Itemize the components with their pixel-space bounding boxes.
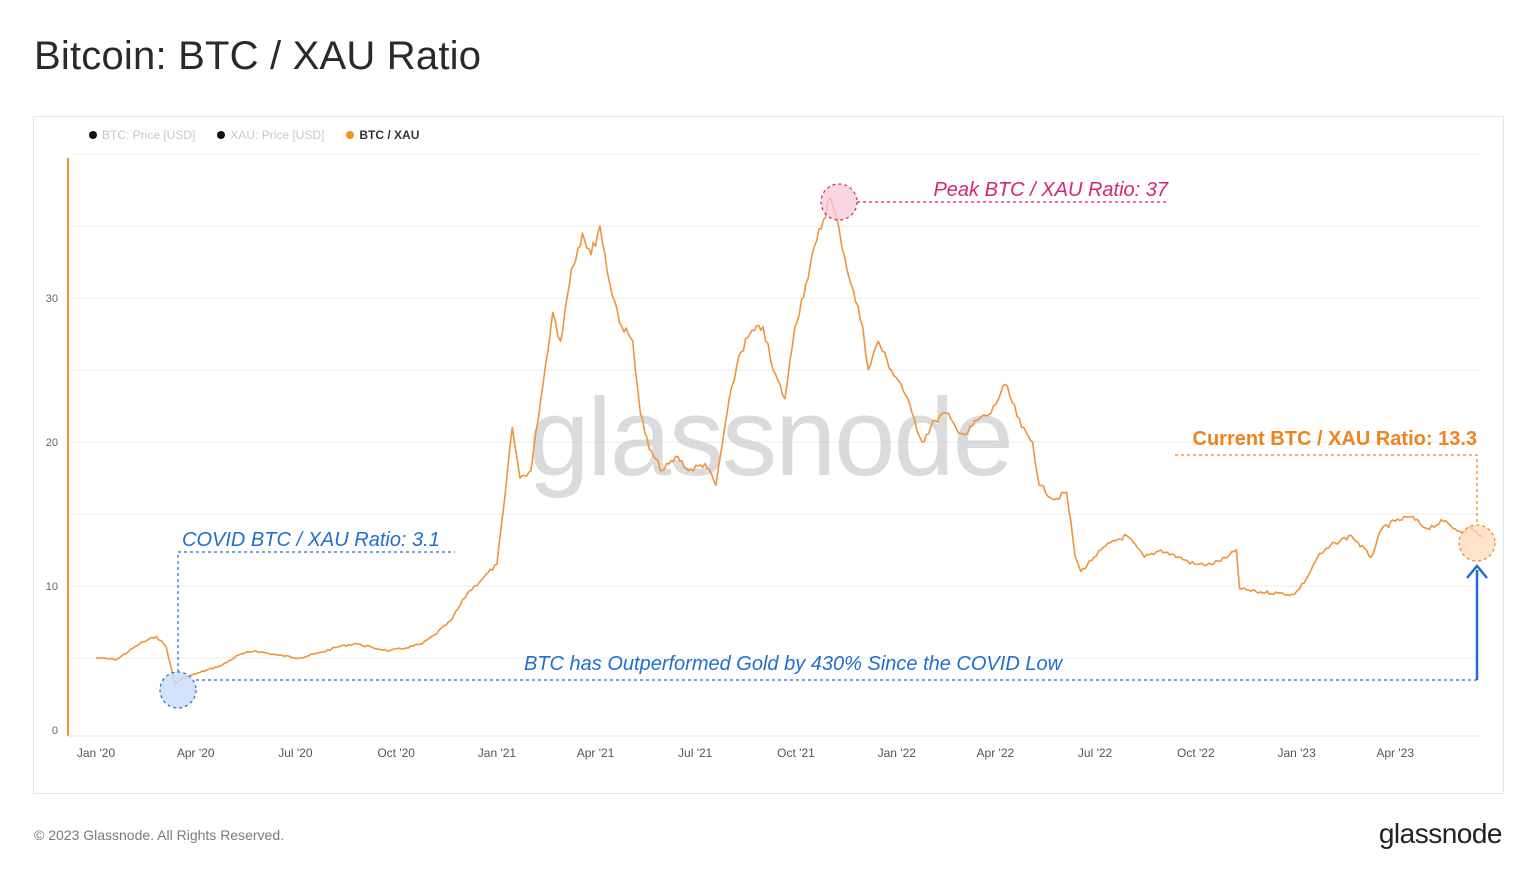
current-marker (1458, 524, 1496, 562)
x-tick-label: Jul '21 (678, 746, 713, 760)
legend-label-btc-xau: BTC / XAU (359, 128, 420, 142)
legend-item-btc-price[interactable]: BTC: Price [USD] (89, 128, 195, 142)
legend-item-btc-xau[interactable]: BTC / XAU (346, 128, 419, 142)
chart-frame (33, 116, 1504, 794)
outperform-arrow-head (1466, 564, 1488, 579)
x-tick-label: Jan '23 (1277, 746, 1316, 760)
x-tick-label: Jul '20 (278, 746, 313, 760)
x-tick-label: Apr '23 (1376, 746, 1414, 760)
x-tick-label: Apr '20 (177, 746, 215, 760)
grid-layer: 0 10 20 30 Jan '20 Apr '20 Jul '20 Oct '20 Jan '… (46, 153, 1478, 760)
peak-annotation: Peak BTC / XAU Ratio: 37 (933, 179, 1168, 201)
outperform-annotation: BTC has Outperformed Gold by 430% Since … (524, 653, 1064, 675)
x-tick-label: Apr '21 (577, 746, 615, 760)
covid-annotation: COVID BTC / XAU Ratio: 3.1 (182, 529, 440, 551)
current-annotation: Current BTC / XAU Ratio: 13.3 (1193, 428, 1477, 450)
x-tick-label: Oct '22 (1177, 746, 1215, 760)
legend-item-xau-price[interactable]: XAU: Price [USD] (217, 128, 324, 142)
y-tick-label: 30 (46, 293, 58, 305)
x-tick-label: Jan '21 (478, 746, 517, 760)
legend-marker-xau-price (217, 131, 226, 139)
legend-label-btc-price: BTC: Price [USD] (102, 128, 196, 142)
x-tick-label: Jan '22 (878, 746, 917, 760)
y-tick-label: 10 (46, 581, 58, 593)
legend-label-xau-price: XAU: Price [USD] (230, 128, 325, 142)
copyright-notice: © 2023 Glassnode. All Rights Reserved. (34, 827, 285, 843)
current-leader (1175, 454, 1478, 525)
y-tick-label: 0 (52, 725, 58, 737)
chart-legend: BTC: Price [USD] XAU: Price [USD] BTC / … (89, 128, 419, 142)
x-tick-label: Apr '22 (977, 746, 1015, 760)
brand-logo: glassnode (1378, 818, 1503, 849)
legend-marker-btc-xau (346, 131, 355, 139)
series-layer (95, 196, 1484, 685)
series-line-btc-xau (95, 196, 1484, 685)
y-tick-label: 20 (46, 437, 58, 449)
covid-marker (159, 671, 197, 709)
covid-leader (177, 551, 455, 672)
x-tick-label: Jul '22 (1078, 746, 1113, 760)
page-title: Bitcoin: BTC / XAU Ratio (34, 34, 482, 78)
annotation-layer: Peak BTC / XAU Ratio: 37 Current BTC / X… (159, 179, 1496, 709)
legend-marker-btc-price (89, 131, 97, 139)
watermark-text: glassnode (528, 376, 1012, 499)
peak-marker (820, 183, 858, 221)
x-tick-label: Oct '21 (777, 746, 815, 760)
x-tick-label: Oct '20 (377, 746, 415, 760)
x-tick-label: Jan '20 (77, 746, 116, 760)
